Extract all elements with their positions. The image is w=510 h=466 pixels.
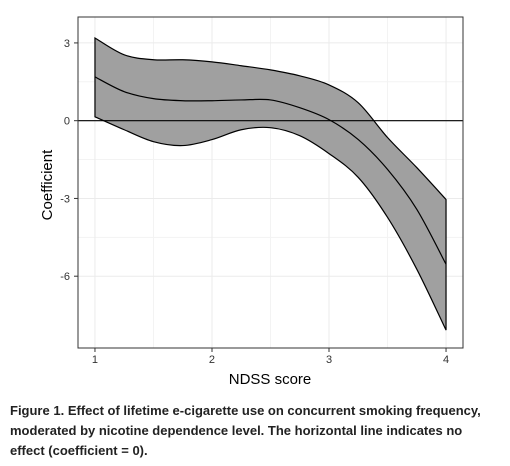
- plot-border: [77, 16, 464, 349]
- x-tick-label: 3: [326, 354, 332, 366]
- caption-label: Figure 1.: [10, 403, 65, 418]
- line: [94, 76, 447, 265]
- caption: Figure 1. Effect of lifetime e-cigarette…: [10, 401, 500, 461]
- caption-text: Effect of lifetime e-cigarette use on co…: [10, 403, 481, 458]
- x-axis-title: NDSS score: [229, 371, 312, 388]
- y-tick-label: -6: [60, 271, 70, 283]
- y-tick-label: -3: [60, 193, 70, 205]
- x-tick-label: 1: [92, 354, 98, 366]
- chart: NDSS score Coefficient -6 -3 0 3 1 2 3 4: [39, 16, 464, 388]
- y-tick-label: 3: [64, 38, 70, 50]
- y-axis-title: Coefficient: [39, 149, 56, 220]
- x-tick-label: 4: [443, 354, 449, 366]
- y-tick-label: 0: [64, 116, 70, 128]
- confidence-band: [94, 36, 447, 331]
- x-tick-label: 2: [209, 354, 215, 366]
